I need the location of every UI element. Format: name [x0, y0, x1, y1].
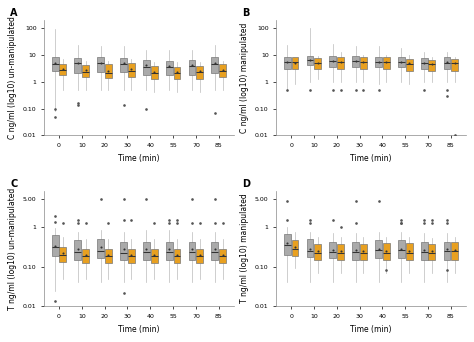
- Bar: [421, 58, 428, 69]
- Y-axis label: T ng/ml (log10) manipulated: T ng/ml (log10) manipulated: [240, 194, 249, 303]
- Bar: [406, 59, 412, 71]
- Bar: [375, 240, 382, 259]
- Bar: [196, 66, 203, 79]
- Bar: [314, 58, 321, 69]
- Bar: [211, 57, 218, 74]
- Bar: [360, 57, 367, 69]
- Bar: [166, 242, 173, 260]
- Bar: [143, 60, 150, 75]
- Bar: [74, 58, 82, 74]
- Bar: [128, 249, 135, 263]
- Bar: [451, 59, 458, 71]
- X-axis label: Time (min): Time (min): [118, 325, 160, 334]
- Bar: [105, 64, 112, 78]
- Text: D: D: [242, 179, 250, 189]
- Bar: [307, 239, 313, 257]
- Bar: [337, 244, 344, 260]
- Bar: [398, 240, 405, 259]
- Bar: [352, 56, 359, 67]
- Bar: [82, 65, 89, 77]
- Bar: [284, 57, 291, 69]
- Bar: [52, 56, 58, 71]
- Bar: [196, 249, 203, 263]
- Bar: [314, 244, 321, 260]
- Text: A: A: [10, 8, 18, 18]
- Bar: [166, 61, 173, 75]
- Bar: [451, 242, 458, 260]
- Bar: [105, 249, 112, 263]
- Bar: [444, 242, 450, 260]
- X-axis label: Time (min): Time (min): [350, 154, 392, 163]
- Bar: [120, 242, 127, 260]
- Bar: [151, 66, 157, 79]
- Bar: [74, 240, 82, 260]
- Bar: [189, 242, 195, 260]
- Bar: [383, 57, 390, 69]
- Y-axis label: C ng/ml (log10) manipulated: C ng/ml (log10) manipulated: [240, 22, 249, 133]
- Bar: [143, 242, 150, 260]
- X-axis label: Time (min): Time (min): [118, 154, 160, 163]
- Bar: [398, 57, 405, 67]
- Bar: [444, 57, 450, 69]
- Bar: [211, 242, 218, 260]
- Bar: [284, 234, 291, 254]
- Bar: [97, 239, 104, 259]
- Bar: [352, 242, 359, 260]
- Bar: [128, 63, 135, 77]
- Bar: [375, 57, 382, 67]
- Bar: [52, 235, 58, 256]
- Bar: [337, 57, 344, 69]
- X-axis label: Time (min): Time (min): [350, 325, 392, 334]
- Bar: [151, 249, 157, 263]
- Bar: [329, 242, 336, 259]
- Bar: [219, 64, 226, 77]
- Text: B: B: [242, 8, 250, 18]
- Bar: [59, 64, 66, 75]
- Bar: [173, 67, 181, 79]
- Bar: [292, 240, 299, 256]
- Bar: [189, 60, 195, 75]
- Bar: [173, 249, 181, 263]
- Bar: [120, 58, 127, 72]
- Y-axis label: T ng/ml (log10) un-manipulated: T ng/ml (log10) un-manipulated: [9, 187, 18, 310]
- Bar: [82, 249, 89, 263]
- Bar: [421, 242, 428, 260]
- Bar: [428, 60, 435, 71]
- Bar: [219, 249, 226, 263]
- Text: C: C: [10, 179, 18, 189]
- Bar: [360, 244, 367, 260]
- Bar: [383, 244, 390, 260]
- Bar: [307, 56, 313, 65]
- Bar: [406, 244, 412, 260]
- Bar: [59, 248, 66, 262]
- Bar: [97, 57, 104, 72]
- Bar: [428, 244, 435, 260]
- Y-axis label: C ng/ml (log10) un-manipulated: C ng/ml (log10) un-manipulated: [9, 16, 18, 139]
- Bar: [292, 57, 299, 69]
- Bar: [329, 56, 336, 67]
